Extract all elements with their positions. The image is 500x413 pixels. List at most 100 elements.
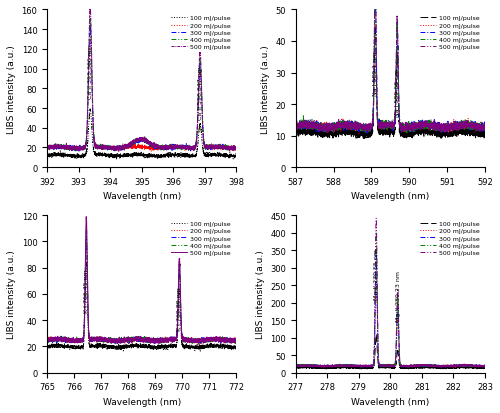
200 mJ/pulse [66, 339, 71, 344]
500 mJ/pulse [478, 364, 484, 369]
100 mJ/pulse [210, 152, 216, 157]
500 mJ/pulse [77, 338, 83, 343]
200 mJ/pulse [372, 0, 378, 1]
400 mJ/pulse [458, 123, 464, 128]
500 mJ/pulse [117, 146, 123, 151]
300 mJ/pulse [66, 145, 71, 150]
300 mJ/pulse [406, 365, 411, 370]
100 mJ/pulse [44, 153, 50, 158]
500 mJ/pulse [116, 150, 122, 154]
500 mJ/pulse [314, 363, 320, 368]
300 mJ/pulse [234, 338, 239, 343]
100 mJ/pulse [372, 26, 378, 31]
200 mJ/pulse [44, 340, 50, 345]
500 mJ/pulse [374, 68, 380, 73]
400 mJ/pulse [373, 230, 379, 235]
Line: 200 mJ/pulse: 200 mJ/pulse [47, 39, 236, 152]
200 mJ/pulse [196, 343, 202, 348]
400 mJ/pulse [66, 147, 71, 152]
300 mJ/pulse [458, 362, 464, 367]
300 mJ/pulse [44, 146, 50, 151]
500 mJ/pulse [445, 132, 451, 137]
400 mJ/pulse [478, 364, 484, 369]
200 mJ/pulse [326, 126, 332, 131]
100 mJ/pulse [44, 344, 50, 349]
500 mJ/pulse [292, 363, 298, 368]
400 mJ/pulse [404, 131, 410, 136]
200 mJ/pulse [230, 338, 236, 343]
X-axis label: Wavelength (nm): Wavelength (nm) [102, 192, 181, 201]
100 mJ/pulse [117, 156, 123, 161]
300 mJ/pulse [482, 364, 488, 369]
100 mJ/pulse [87, 107, 93, 112]
100 mJ/pulse [66, 154, 71, 159]
400 mJ/pulse [87, 16, 93, 21]
X-axis label: Wavelength (nm): Wavelength (nm) [102, 397, 181, 406]
500 mJ/pulse [314, 126, 320, 131]
400 mJ/pulse [314, 127, 320, 132]
200 mJ/pulse [356, 132, 362, 137]
Line: 400 mJ/pulse: 400 mJ/pulse [296, 233, 485, 368]
400 mJ/pulse [292, 128, 298, 133]
300 mJ/pulse [125, 338, 131, 343]
500 mJ/pulse [66, 339, 71, 344]
100 mJ/pulse [198, 349, 203, 354]
Legend: 100 mJ/pulse, 200 mJ/pulse, 300 mJ/pulse, 400 mJ/pulse, 500 mJ/pulse: 100 mJ/pulse, 200 mJ/pulse, 300 mJ/pulse… [418, 218, 482, 258]
400 mJ/pulse [458, 363, 464, 368]
100 mJ/pulse [478, 135, 484, 140]
100 mJ/pulse [125, 154, 131, 159]
X-axis label: Wavelength (nm): Wavelength (nm) [352, 192, 430, 201]
Text: Na I 589.68 nm: Na I 589.68 nm [396, 69, 400, 117]
200 mJ/pulse [125, 145, 131, 150]
500 mJ/pulse [478, 126, 484, 131]
500 mJ/pulse [482, 364, 488, 369]
500 mJ/pulse [230, 145, 236, 150]
300 mJ/pulse [373, 249, 379, 254]
100 mJ/pulse [292, 365, 298, 370]
Text: Mg II 280.23 nm: Mg II 280.23 nm [396, 271, 401, 321]
300 mJ/pulse [326, 363, 332, 368]
Text: Na I 589.1 nm: Na I 589.1 nm [374, 51, 378, 95]
200 mJ/pulse [234, 147, 239, 152]
200 mJ/pulse [234, 338, 239, 343]
200 mJ/pulse [314, 128, 320, 133]
Text: Ca II 396.847 nm: Ca II 396.847 nm [198, 66, 203, 120]
100 mJ/pulse [234, 344, 239, 349]
500 mJ/pulse [366, 363, 372, 368]
300 mJ/pulse [230, 338, 236, 343]
Line: 200 mJ/pulse: 200 mJ/pulse [296, 0, 485, 134]
Line: 400 mJ/pulse: 400 mJ/pulse [47, 227, 236, 344]
Text: Ca II 393.366 nm: Ca II 393.366 nm [88, 45, 94, 99]
500 mJ/pulse [83, 215, 89, 220]
500 mJ/pulse [292, 126, 298, 131]
100 mJ/pulse [353, 137, 359, 142]
400 mJ/pulse [326, 364, 332, 369]
300 mJ/pulse [366, 363, 372, 368]
400 mJ/pulse [467, 365, 473, 370]
300 mJ/pulse [44, 337, 50, 342]
100 mJ/pulse [326, 365, 332, 370]
Line: 100 mJ/pulse: 100 mJ/pulse [296, 335, 485, 369]
500 mJ/pulse [437, 365, 443, 370]
500 mJ/pulse [230, 338, 236, 343]
400 mJ/pulse [210, 337, 216, 342]
100 mJ/pulse [66, 344, 71, 349]
Line: 500 mJ/pulse: 500 mJ/pulse [296, 218, 485, 368]
100 mJ/pulse [234, 154, 239, 159]
200 mJ/pulse [292, 363, 298, 368]
500 mJ/pulse [366, 123, 372, 128]
200 mJ/pulse [83, 240, 89, 245]
Line: 300 mJ/pulse: 300 mJ/pulse [296, 252, 485, 368]
100 mJ/pulse [326, 131, 332, 136]
400 mJ/pulse [482, 365, 488, 370]
500 mJ/pulse [458, 126, 464, 131]
Text: K I 769.89 nm: K I 769.89 nm [178, 287, 182, 330]
400 mJ/pulse [230, 147, 236, 152]
300 mJ/pulse [230, 145, 236, 150]
100 mJ/pulse [230, 157, 236, 162]
300 mJ/pulse [478, 363, 484, 368]
100 mJ/pulse [366, 365, 372, 370]
Legend: 100 mJ/pulse, 200 mJ/pulse, 300 mJ/pulse, 400 mJ/pulse, 500 mJ/pulse: 100 mJ/pulse, 200 mJ/pulse, 300 mJ/pulse… [418, 14, 482, 53]
100 mJ/pulse [478, 366, 484, 371]
500 mJ/pulse [44, 145, 50, 150]
